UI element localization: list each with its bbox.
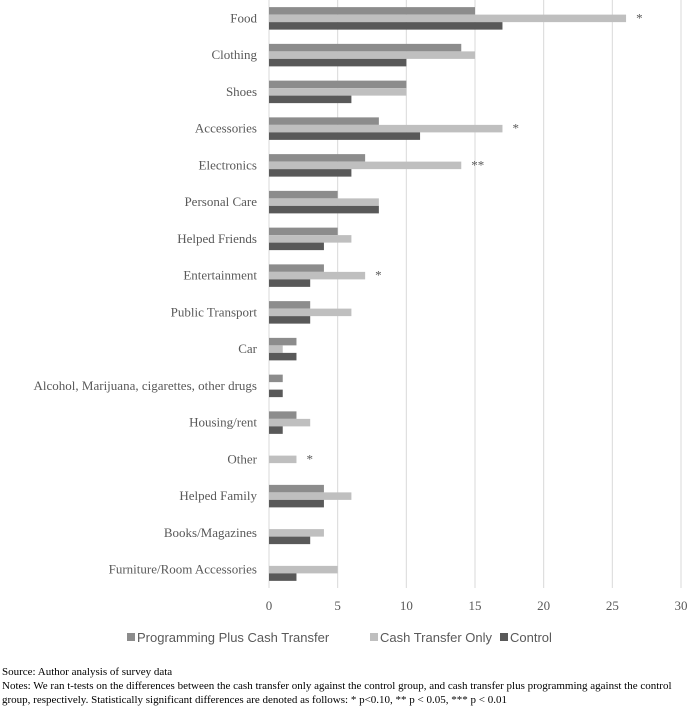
category-label: Helped Family [179, 488, 257, 503]
bar-1-8 [269, 264, 324, 272]
category-labels: Food Clothing Shoes Accessories Electronics P… [34, 10, 258, 576]
bar-3-16 [269, 573, 297, 581]
bar-2-5 [269, 161, 462, 170]
x-tick-label: 10 [400, 598, 413, 613]
legend-label-1: Programming Plus Cash Transfer [137, 630, 330, 645]
significance-marker: * [375, 268, 382, 283]
bar-2-10 [269, 345, 283, 353]
bar-3-12 [269, 426, 283, 434]
bar-2-7 [269, 235, 352, 243]
bar-2-13 [269, 455, 297, 464]
bar-1-5 [269, 154, 366, 162]
bars-group [269, 7, 627, 581]
bar-2-8 [269, 271, 366, 280]
significance-marker: * [636, 10, 643, 25]
category-label: Personal Care [184, 194, 257, 209]
source-note: Source: Author analysis of survey data [2, 666, 173, 678]
legend: Programming Plus Cash Transfer Cash Trans… [127, 630, 552, 645]
significance-marker: * [512, 121, 519, 136]
bar-3-7 [269, 242, 324, 251]
significance-note: Notes: We ran t-tests on the differences… [2, 680, 672, 706]
bar-3-5 [269, 169, 352, 177]
category-label: Alcohol, Marijuana, cigarettes, other dr… [34, 378, 257, 393]
bar-1-2 [269, 43, 462, 52]
bar-2-9 [269, 308, 352, 317]
bar-3-9 [269, 316, 311, 324]
significance-markers: ****** [306, 10, 642, 466]
category-label: Accessories [195, 121, 257, 136]
bar-1-3 [269, 80, 407, 89]
bar-3-10 [269, 352, 297, 361]
x-tick-label: 20 [537, 598, 550, 613]
bar-3-8 [269, 279, 311, 287]
bar-1-1 [269, 7, 475, 15]
category-label: Electronics [199, 157, 257, 172]
legend-label-3: Control [510, 630, 552, 645]
chart-notes: Source: Author analysis of survey data N… [2, 665, 690, 707]
bar-2-1 [269, 14, 627, 23]
category-label: Public Transport [171, 304, 258, 319]
bar-2-6 [269, 198, 379, 206]
legend-label-2: Cash Transfer Only [380, 630, 492, 645]
bar-3-1 [269, 22, 503, 30]
bar-2-14 [269, 492, 352, 500]
bar-1-7 [269, 227, 338, 236]
bar-chart: Food Clothing Shoes Accessories Electronics P… [34, 0, 688, 645]
x-tick-label: 0 [266, 598, 273, 613]
bar-3-3 [269, 95, 352, 104]
legend-swatch-2 [370, 633, 378, 641]
bar-2-2 [269, 51, 475, 59]
bar-2-3 [269, 88, 407, 96]
x-tick-label: 25 [606, 598, 619, 613]
category-label: Books/Magazines [164, 525, 257, 540]
bar-1-12 [269, 411, 297, 419]
category-label: Housing/rent [189, 415, 257, 430]
bar-3-2 [269, 58, 407, 67]
bar-1-9 [269, 301, 311, 309]
bar-2-4 [269, 124, 503, 133]
significance-marker: * [306, 451, 313, 466]
bar-1-6 [269, 190, 338, 199]
bar-3-4 [269, 132, 421, 140]
x-tick-label: 5 [334, 598, 341, 613]
bar-3-15 [269, 536, 311, 545]
bar-1-10 [269, 337, 297, 346]
bar-3-11 [269, 389, 283, 398]
category-label: Car [238, 341, 257, 356]
legend-swatch-1 [127, 633, 135, 641]
category-label: Furniture/Room Accessories [109, 562, 257, 577]
category-label: Clothing [211, 47, 257, 62]
significance-marker: ** [471, 157, 484, 172]
bar-1-14 [269, 484, 324, 493]
category-label: Entertainment [183, 268, 257, 283]
x-tick-label: 15 [469, 598, 482, 613]
x-axis-tick-labels: 0 5 10 15 20 25 30 [266, 598, 688, 613]
bar-2-12 [269, 418, 311, 427]
bar-2-15 [269, 529, 324, 537]
category-label: Shoes [226, 84, 257, 99]
category-label: Food [230, 10, 257, 25]
bar-1-11 [269, 374, 283, 383]
bar-1-4 [269, 117, 379, 125]
category-label: Other [227, 451, 257, 466]
bar-2-16 [269, 565, 338, 574]
bar-3-6 [269, 205, 379, 214]
x-tick-label: 30 [675, 598, 688, 613]
bar-3-14 [269, 499, 324, 508]
category-label: Helped Friends [177, 231, 257, 246]
legend-swatch-3 [500, 633, 508, 641]
